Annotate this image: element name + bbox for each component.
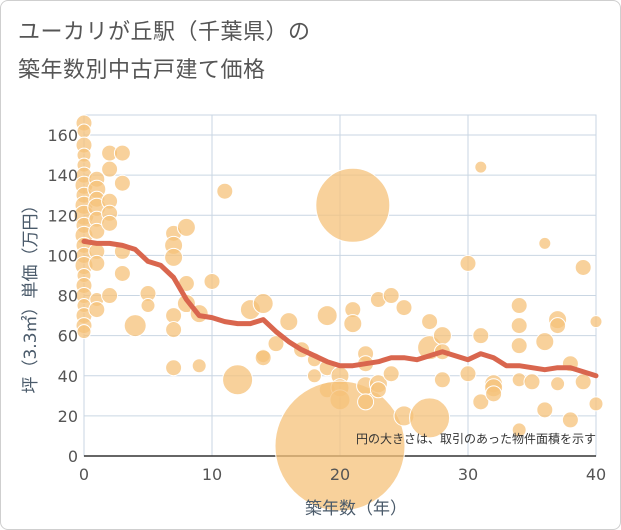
data-point [369,381,387,399]
data-point [222,364,254,396]
data-point [409,397,451,439]
data-point [535,332,555,352]
x-tick-label: 0 [79,465,89,484]
data-point [382,287,400,305]
data-point [176,217,196,237]
data-point [549,317,567,335]
data-point [536,401,554,419]
data-point [523,373,541,391]
chart-title-line1: ユーカリが丘駅（千葉県）の [18,20,311,45]
data-point [561,411,579,429]
data-point [101,287,119,305]
data-point [382,365,400,383]
data-point [203,272,221,290]
data-point [140,298,156,314]
data-point [432,326,452,346]
x-tick-label: 10 [202,465,222,484]
data-point [315,167,391,243]
chart-title-line2: 築年数別中古戸建て価格 [18,58,266,83]
size-note: 円の大きさは、取引のあった物件面積を示す [356,431,596,446]
data-point [357,393,375,411]
data-point [216,182,234,200]
data-point [101,214,119,232]
data-point [88,254,106,272]
data-point [472,393,490,411]
y-tick-label: 120 [47,206,78,225]
data-point [88,301,106,319]
data-point [459,365,477,383]
data-point [274,380,406,512]
data-point [191,358,207,374]
data-point [510,297,528,315]
data-point [306,368,322,384]
data-point [343,314,363,334]
x-tick-label: 30 [458,465,478,484]
data-point [395,299,413,317]
y-tick-label: 140 [47,166,78,185]
data-point [113,264,131,282]
data-point [421,313,439,331]
data-point [165,321,183,339]
y-tick-label: 60 [58,327,78,346]
data-point [101,160,119,178]
y-tick-labels: 0 20 40 60 80 100 120 140 160 [47,126,78,466]
x-axis-label: 築年数（年） [305,499,407,519]
data-point [510,317,528,335]
y-tick-label: 20 [58,407,78,426]
x-tick-label: 20 [330,465,350,484]
data-point [76,123,92,139]
y-tick-label: 40 [58,367,78,386]
trend-line [81,238,599,379]
data-point [252,293,274,315]
data-point [113,174,131,192]
y-tick-label: 160 [47,126,78,145]
data-point [316,305,338,327]
data-point [550,376,566,392]
data-point [76,324,92,340]
x-tick-labels: 0 10 20 30 40 [79,465,606,484]
y-axis-label: 坪（3.3㎡）単価（万円） [21,196,41,393]
data-point [511,422,527,438]
data-point [474,160,488,174]
data-point [588,396,604,412]
data-points [73,114,604,512]
data-point [165,359,183,377]
data-point [538,236,552,250]
data-point [164,247,184,267]
x-tick-label: 40 [586,465,606,484]
data-point [472,327,490,345]
data-point [459,254,477,272]
y-tick-label: 100 [47,246,78,265]
data-point [279,312,299,332]
data-point [485,385,503,403]
data-point [113,144,131,162]
data-point [88,222,106,240]
y-tick-label: 80 [58,287,78,306]
y-tick-label: 0 [68,447,78,466]
data-point [254,349,272,367]
data-point [433,371,451,389]
data-point [589,315,603,329]
data-point [123,314,147,338]
data-point [574,258,592,276]
data-point [267,335,285,353]
data-point [510,337,528,355]
data-point [574,373,592,391]
